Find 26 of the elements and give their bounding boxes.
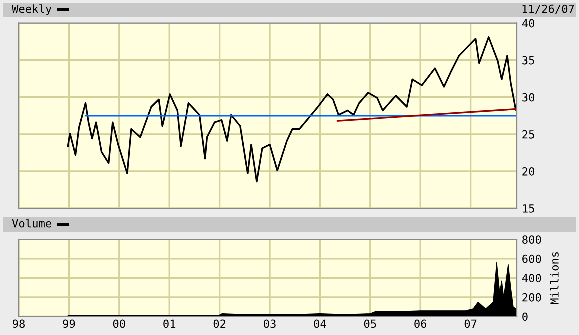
y-tick-label: 15 xyxy=(523,204,534,213)
x-tick-label: 98 xyxy=(13,320,25,328)
text: 11/26/07 xyxy=(522,4,574,14)
x-tick-label: 04 xyxy=(314,320,326,328)
chart-title: Weekly xyxy=(12,4,52,16)
y-tick-label: 200 xyxy=(522,293,542,302)
x-tick-label: 00 xyxy=(113,320,126,328)
y-tick-label: 0 xyxy=(522,312,528,322)
x-tick-label: 05 xyxy=(364,320,376,328)
x-tick-label: 03 xyxy=(264,320,276,328)
y-axis-title: Millions xyxy=(550,252,559,304)
line-series xyxy=(67,36,517,183)
y-tick-label: 35 xyxy=(522,56,534,65)
chart-title: Volume xyxy=(12,219,52,228)
x-tick-label: 07 xyxy=(464,320,477,328)
y-tick-label: 25 xyxy=(522,130,534,139)
y-tick-label: 40 xyxy=(522,19,535,28)
x-tick-label: 02 xyxy=(214,320,226,328)
x-tick-label: 01 xyxy=(164,320,176,328)
y-tick-label: 400 xyxy=(522,274,542,283)
y-tick-label: 30 xyxy=(522,93,535,102)
x-tick-label: 06 xyxy=(414,320,427,328)
y-tick-label: 800 xyxy=(522,236,542,244)
y-tick-label: 600 xyxy=(522,254,542,264)
y-tick-label: 20 xyxy=(522,167,535,176)
x-tick-label: 99 xyxy=(63,320,76,328)
